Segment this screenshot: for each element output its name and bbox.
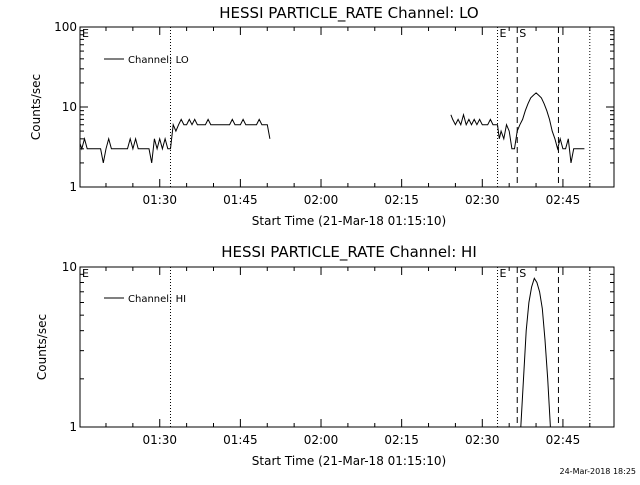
y-tick-label: 10 (62, 260, 77, 274)
y-axis: 1 10 (62, 260, 614, 434)
series-line (520, 277, 551, 428)
y-tick-label: 100 (54, 20, 77, 34)
series-line (450, 92, 585, 163)
x-tick-label: 02:15 (384, 193, 419, 207)
y-axis-label: Counts/sec (29, 74, 43, 140)
x-tick-label: 02:00 (304, 193, 339, 207)
series-layer (520, 277, 551, 428)
x-axis: 01:30 01:45 02:00 02:15 02:30 02:45 (105, 267, 591, 447)
x-tick-label: 02:45 (546, 433, 581, 447)
chart-title: HESSI PARTICLE_RATE Channel: LO (219, 4, 478, 23)
legend: Channel: LO (104, 55, 189, 66)
x-tick-label: 02:30 (465, 193, 500, 207)
y-axis: 1 10 100 (54, 20, 614, 194)
x-tick-label: 02:15 (384, 433, 419, 447)
event-marker-label: S (519, 27, 526, 40)
series-line (79, 118, 271, 163)
event-marker-label: E (82, 267, 89, 280)
chart-title: HESSI PARTICLE_RATE Channel: HI (221, 243, 477, 262)
legend-entry: Channel: HI (128, 294, 186, 305)
y-tick-label: 1 (69, 420, 77, 434)
legend: Channel: HI (104, 294, 186, 305)
timestamp-stamp: 24-Mar-2018 18:25 (560, 467, 637, 476)
x-tick-label: 01:30 (142, 193, 177, 207)
x-tick-label: 01:45 (223, 433, 258, 447)
event-marker-label: E (500, 267, 507, 280)
event-marker-label: E (500, 27, 507, 40)
x-tick-label: 02:00 (304, 433, 339, 447)
x-axis: 01:30 01:45 02:00 02:15 02:30 02:45 (105, 27, 591, 207)
x-tick-label: 01:45 (223, 193, 258, 207)
x-tick-label: 01:30 (142, 433, 177, 447)
legend-entry: Channel: LO (128, 55, 189, 66)
x-axis-label: Start Time (21-Mar-18 01:15:10) (252, 214, 446, 228)
y-tick-label: 1 (69, 180, 77, 194)
x-axis-label: Start Time (21-Mar-18 01:15:10) (252, 454, 446, 468)
x-tick-label: 02:45 (546, 193, 581, 207)
y-axis-label: Counts/sec (35, 314, 49, 380)
plot-frame (79, 266, 615, 428)
event-marker-label: S (519, 267, 526, 280)
y-tick-label: 10 (62, 100, 77, 114)
x-tick-label: 02:30 (465, 433, 500, 447)
plot-frame (79, 26, 615, 188)
series-layer (79, 92, 585, 163)
event-marker-label: E (82, 27, 89, 40)
